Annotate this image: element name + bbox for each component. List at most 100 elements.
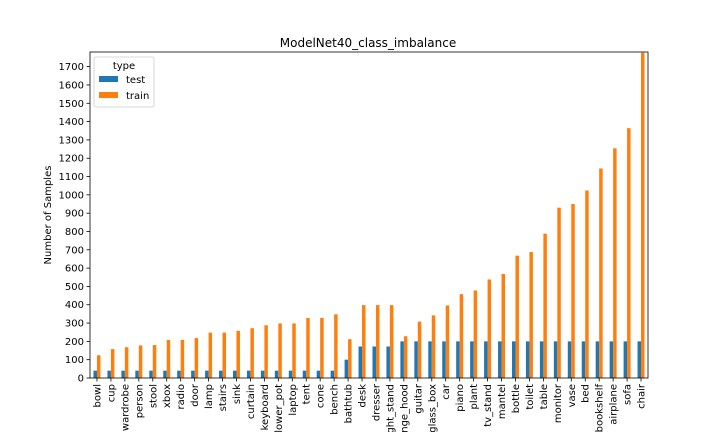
y-axis-title: Number of Samples xyxy=(43,166,54,265)
bar-test-monitor xyxy=(553,341,558,378)
x-tick-label-stool: stool xyxy=(148,384,159,408)
bar-train-person xyxy=(138,345,143,378)
y-tick-label: 1500 xyxy=(59,99,84,110)
y-tick-label: 100 xyxy=(65,355,84,366)
x-tick-label-bookshelf: bookshelf xyxy=(595,384,606,432)
bar-train-bottle xyxy=(515,255,519,378)
bar-train-bookshelf xyxy=(599,168,603,378)
legend-title: type xyxy=(113,61,135,72)
bar-train-airplane xyxy=(613,148,617,378)
bar-test-toilet xyxy=(525,341,530,378)
x-tick-label-keyboard: keyboard xyxy=(260,384,271,430)
bar-test-bench xyxy=(330,370,335,378)
bar-test-cup xyxy=(107,370,111,378)
y-tick-label: 800 xyxy=(65,227,84,238)
bar-train-laptop xyxy=(292,323,296,378)
bar-test-bottle xyxy=(511,341,516,378)
bar-test-chair xyxy=(637,341,642,378)
bar-train-cup xyxy=(110,349,115,378)
bar-train-range_hood xyxy=(403,336,408,378)
y-axis-ticks: 0 100 200 300 400 500 600 700 800 900 1000 1100 1200… xyxy=(59,62,90,385)
bar-train-bowl xyxy=(96,355,101,378)
x-tick-label-curtain: curtain xyxy=(246,384,257,419)
x-tick-label-sink: sink xyxy=(232,384,243,404)
x-tick-label-flower_pot: flower_pot xyxy=(274,384,285,432)
x-tick-label-sofa: sofa xyxy=(623,384,634,405)
bar-train-mantel xyxy=(501,273,506,378)
x-tick-label-tv_stand: tv_stand xyxy=(483,384,494,427)
bar-test-flower_pot xyxy=(274,370,279,378)
bar-train-stool xyxy=(152,345,157,378)
bar-train-sink xyxy=(236,330,240,378)
bar-train-car xyxy=(445,305,450,378)
x-axis-ticks: bowl cup wardrobe person stool xbox radio door l… xyxy=(92,378,648,432)
x-tick-label-car: car xyxy=(441,383,452,400)
x-tick-label-night_stand: night_stand xyxy=(385,384,396,432)
bar-train-bed xyxy=(585,190,589,378)
y-tick-label: 1200 xyxy=(59,154,84,165)
bar-test-glass_box xyxy=(428,341,432,378)
bar-test-door xyxy=(191,370,195,378)
x-tick-label-monitor: monitor xyxy=(553,383,564,423)
bar-test-bathtub xyxy=(344,359,349,378)
legend-swatch-train xyxy=(99,92,118,98)
bar-test-mantel xyxy=(498,341,502,378)
x-tick-label-mantel: mantel xyxy=(497,384,508,419)
bar-train-wardrobe xyxy=(124,347,129,378)
x-tick-label-lamp: lamp xyxy=(204,384,215,409)
x-tick-label-radio: radio xyxy=(176,384,187,409)
bar-test-bowl xyxy=(93,370,97,378)
plot-area xyxy=(93,52,645,378)
y-tick-label: 700 xyxy=(65,245,84,256)
x-tick-label-tent: tent xyxy=(302,384,313,404)
bar-test-bookshelf xyxy=(595,341,600,378)
bar-test-stool xyxy=(149,370,153,378)
bar-train-radio xyxy=(180,339,185,378)
bar-test-radio xyxy=(177,370,181,378)
bar-train-plant xyxy=(473,290,478,378)
x-tick-label-glass_box: glass_box xyxy=(427,384,438,432)
x-tick-label-chair: chair xyxy=(637,383,648,409)
x-tick-label-bottle: bottle xyxy=(511,384,522,413)
bar-test-laptop xyxy=(288,370,293,378)
bar-test-night_stand xyxy=(386,346,390,378)
bar-test-cone xyxy=(316,370,321,378)
x-tick-label-cup: cup xyxy=(106,384,117,402)
bar-test-piano xyxy=(456,341,460,378)
bar-test-dresser xyxy=(372,346,376,378)
bar-test-lamp xyxy=(205,370,209,378)
bar-train-guitar xyxy=(417,321,422,378)
bar-train-toilet xyxy=(529,252,533,378)
bar-train-xbox xyxy=(166,339,171,378)
bar-train-tv_stand xyxy=(487,279,492,378)
bar-train-keyboard xyxy=(264,325,268,378)
y-tick-label: 1600 xyxy=(59,80,84,91)
bar-test-person xyxy=(135,370,139,378)
bar-train-piano xyxy=(459,294,464,378)
bar-train-bathtub xyxy=(348,339,352,378)
legend: type test train xyxy=(93,56,155,108)
x-tick-label-cone: cone xyxy=(316,384,327,408)
x-tick-label-vase: vase xyxy=(567,384,578,407)
bar-test-vase xyxy=(567,341,572,378)
bar-test-curtain xyxy=(246,370,251,378)
y-tick-label: 1100 xyxy=(59,172,84,183)
y-tick-label: 900 xyxy=(65,209,84,220)
x-tick-label-desk: desk xyxy=(358,384,369,408)
bar-train-vase xyxy=(571,204,575,378)
bar-train-dresser xyxy=(375,305,380,378)
y-tick-label: 500 xyxy=(65,282,84,293)
y-tick-label: 1400 xyxy=(59,117,84,128)
x-tick-label-bench: bench xyxy=(330,384,341,415)
bar-train-sofa xyxy=(627,128,631,378)
bar-train-monitor xyxy=(557,207,561,378)
y-tick-label: 300 xyxy=(65,319,84,330)
bar-test-range_hood xyxy=(400,341,404,378)
bar-train-desk xyxy=(362,305,366,378)
x-tick-label-toilet: toilet xyxy=(525,384,536,410)
y-tick-label: 0 xyxy=(78,374,84,385)
bar-test-table xyxy=(539,341,544,378)
x-tick-label-bowl: bowl xyxy=(92,384,103,407)
bar-test-wardrobe xyxy=(121,370,125,378)
y-tick-label: 1700 xyxy=(59,62,84,73)
